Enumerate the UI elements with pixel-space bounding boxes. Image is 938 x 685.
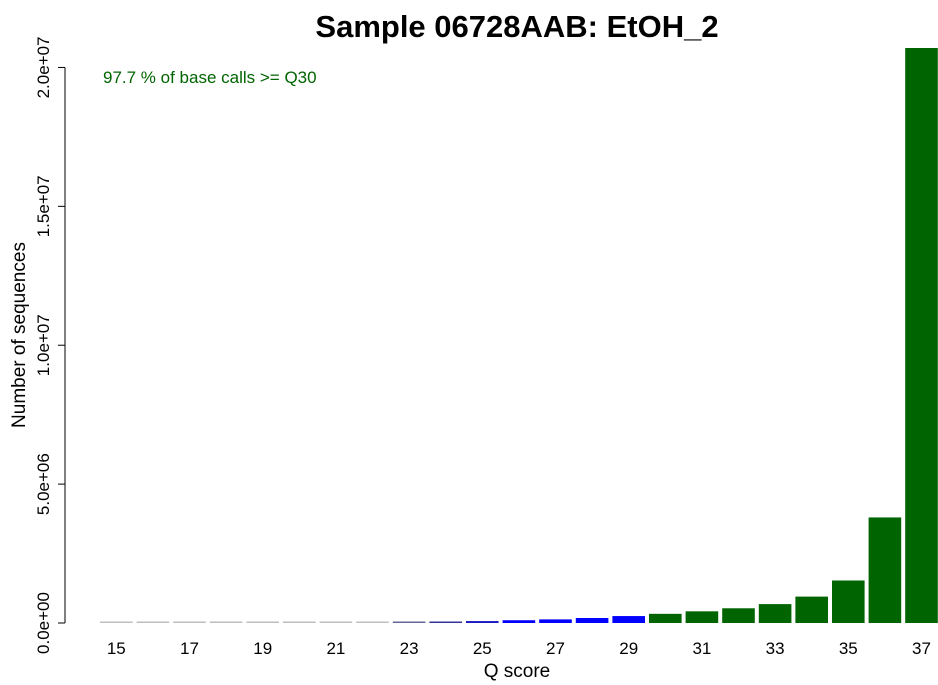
x-tick-label: 25 — [473, 639, 492, 658]
bars — [100, 48, 938, 623]
bar-q32 — [722, 608, 755, 623]
chart-title: Sample 06728AAB: EtOH_2 — [315, 9, 718, 44]
x-tick-label: 29 — [619, 639, 638, 658]
bar-q34 — [795, 596, 828, 623]
bar-q25 — [466, 621, 499, 623]
bar-q19 — [246, 621, 279, 623]
y-tick-label: 2.0e+07 — [34, 36, 53, 98]
y-tick-label: 1.5e+07 — [34, 175, 53, 237]
x-tick-label: 31 — [692, 639, 711, 658]
bar-q18 — [209, 621, 243, 623]
bar-q36 — [868, 517, 902, 623]
bar-q33 — [758, 604, 792, 623]
x-tick-label: 17 — [180, 639, 199, 658]
x-tick-label: 33 — [766, 639, 785, 658]
x-tick-label: 37 — [912, 639, 931, 658]
x-tick-label: 35 — [839, 639, 858, 658]
x-tick-label: 23 — [400, 639, 419, 658]
y-tick-label: 0.0e+00 — [34, 592, 53, 654]
bar-q26 — [502, 620, 536, 623]
bar-q31 — [685, 611, 719, 623]
bar-q20 — [283, 621, 316, 623]
bar-q28 — [575, 618, 609, 623]
bar-q27 — [539, 619, 572, 623]
bar-q17 — [173, 621, 206, 623]
y-axis: 0.0e+00 5.0e+06 1.0e+07 1.5e+07 2.0e+07 — [34, 36, 66, 654]
q30-annotation: 97.7 % of base calls >= Q30 — [103, 68, 317, 87]
y-tick-label: 1.0e+07 — [34, 314, 53, 376]
bar-q30 — [649, 613, 682, 623]
bar-q37 — [905, 48, 938, 623]
x-tick-label: 27 — [546, 639, 565, 658]
bar-q15 — [100, 621, 133, 623]
x-tick-label: 19 — [253, 639, 272, 658]
bar-q16 — [136, 621, 170, 623]
y-axis-label: Number of sequences — [9, 242, 30, 428]
bar-q21 — [319, 621, 353, 623]
y-tick-label: 5.0e+06 — [34, 453, 53, 515]
bar-q29 — [612, 616, 645, 623]
x-tick-label: 21 — [326, 639, 345, 658]
x-tick-label: 15 — [107, 639, 126, 658]
bar-q35 — [832, 580, 865, 623]
bar-q24 — [429, 621, 462, 623]
x-axis-label: Q score — [484, 661, 551, 682]
bar-q23 — [392, 621, 426, 623]
bar-q22 — [356, 621, 389, 623]
x-axis: 15 17 19 21 23 25 27 29 31 33 35 37 — [107, 639, 931, 658]
